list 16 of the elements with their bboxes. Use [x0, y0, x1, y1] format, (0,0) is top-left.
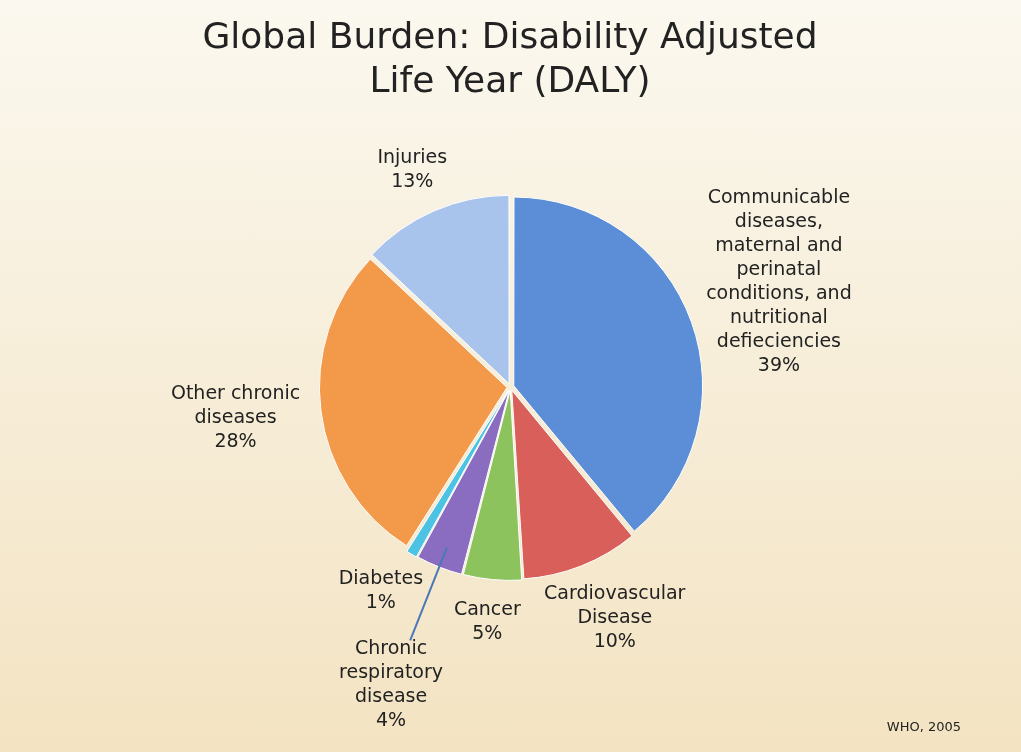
data-label: 28% [214, 429, 257, 452]
slice-label: Cardiovascular Disease [544, 580, 686, 627]
data-label: 13% [391, 168, 434, 191]
chart-title: Global Burden: Disability Adjusted Life Year (DALY) [201, 14, 819, 102]
slice-label: Other chronic diseases [170, 381, 301, 428]
slice-label: Communicable diseases, maternal and perinatal conditions, and nutritional defieciencies [706, 185, 852, 352]
slice-label: Injuries [377, 144, 448, 167]
data-label: 39% [757, 353, 801, 376]
data-label: 5% [472, 621, 503, 644]
data-label: 1% [365, 589, 396, 612]
data-label: 10% [593, 628, 636, 651]
text: WHO, 2005 [886, 719, 961, 734]
data-label: 4% [375, 707, 407, 730]
slice-label: Cancer [453, 597, 521, 620]
slice-label: Chronic respiratory disease [339, 635, 444, 706]
slice-label: Diabetes [338, 565, 424, 588]
